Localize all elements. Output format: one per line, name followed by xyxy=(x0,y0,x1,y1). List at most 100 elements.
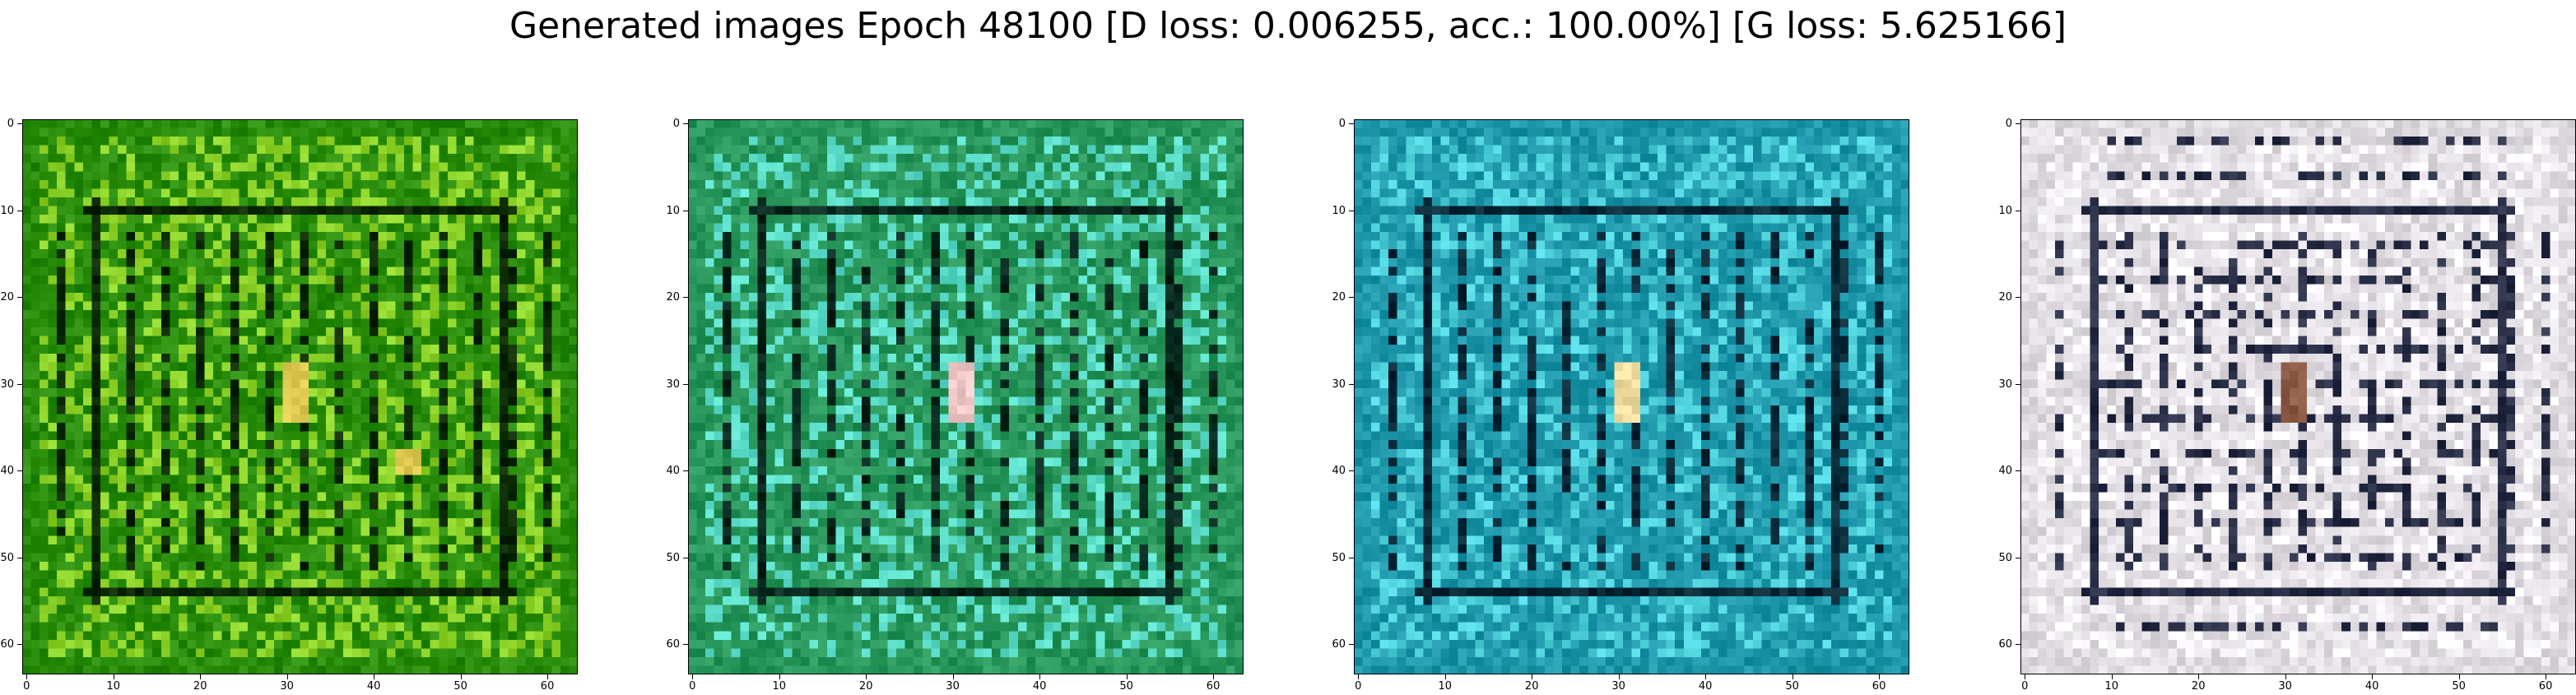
generated-image-pixels xyxy=(22,119,578,674)
y-tick-mark xyxy=(2016,383,2020,385)
y-tick-label: 60 xyxy=(0,638,14,651)
axes-frame xyxy=(1354,119,1909,674)
y-tick-mark xyxy=(683,297,688,299)
x-tick-mark xyxy=(1358,674,1360,679)
generated-image-pixels xyxy=(688,119,1244,674)
generated-image-2: 0 10 20 30 40 50 60 0 10 20 30 40 50 60 xyxy=(666,118,1244,692)
x-tick-mark xyxy=(26,674,28,679)
x-tick-label: 50 xyxy=(453,680,467,693)
y-tick-label: 10 xyxy=(666,204,680,217)
x-tick-mark xyxy=(2111,674,2113,679)
x-tick-mark xyxy=(692,674,694,679)
x-tick-mark xyxy=(866,674,867,679)
x-tick-label: 40 xyxy=(366,680,381,693)
x-tick-label: 0 xyxy=(23,680,30,693)
x-tick-mark xyxy=(2458,674,2460,679)
y-tick-label: 20 xyxy=(1998,291,2012,304)
x-tick-mark xyxy=(2372,674,2374,679)
y-tick-label: 10 xyxy=(1998,204,2012,217)
x-tick-label: 60 xyxy=(2538,680,2553,693)
y-tick-label: 30 xyxy=(1332,378,1346,391)
y-tick-mark xyxy=(683,470,688,472)
y-tick-label: 0 xyxy=(2005,118,2012,131)
generated-image-1: 0 10 20 30 40 50 60 0 10 20 30 40 50 60 xyxy=(0,118,578,692)
x-tick-mark xyxy=(200,674,202,679)
x-tick-label: 30 xyxy=(946,680,960,693)
figure-title: Generated images Epoch 48100 [D loss: 0.… xyxy=(509,5,2067,47)
y-tick-label: 40 xyxy=(666,465,680,478)
x-tick-mark xyxy=(1705,674,1707,679)
x-tick-mark xyxy=(460,674,462,679)
generated-image-3: 0 10 20 30 40 50 60 0 10 20 30 40 50 60 xyxy=(1332,118,1909,692)
x-tick-mark xyxy=(2198,674,2200,679)
x-tick-label: 40 xyxy=(2364,680,2379,693)
y-tick-mark xyxy=(1349,470,1354,472)
y-tick-label: 60 xyxy=(666,638,680,651)
y-tick-label: 60 xyxy=(1332,638,1346,651)
y-tick-mark xyxy=(2016,123,2020,125)
x-tick-mark xyxy=(952,674,954,679)
x-tick-label: 0 xyxy=(1355,680,1362,693)
y-tick-label: 40 xyxy=(1332,465,1346,478)
x-tick-label: 60 xyxy=(1206,680,1221,693)
y-tick-mark xyxy=(683,383,688,385)
x-tick-mark xyxy=(547,674,549,679)
x-tick-label: 20 xyxy=(193,680,207,693)
x-tick-label: 10 xyxy=(1438,680,1452,693)
y-tick-label: 50 xyxy=(666,551,680,564)
x-tick-label: 0 xyxy=(2021,680,2029,693)
y-tick-mark xyxy=(17,383,22,385)
x-tick-mark xyxy=(1213,674,1215,679)
y-tick-mark xyxy=(1349,383,1354,385)
x-tick-label: 60 xyxy=(540,680,555,693)
x-tick-label: 10 xyxy=(2104,680,2118,693)
y-tick-label: 40 xyxy=(1998,465,2012,478)
y-tick-mark xyxy=(1349,123,1354,125)
y-tick-label: 30 xyxy=(0,378,14,391)
y-tick-label: 10 xyxy=(1332,204,1346,217)
x-tick-label: 50 xyxy=(1119,680,1133,693)
y-tick-label: 60 xyxy=(1998,638,2012,651)
x-tick-mark xyxy=(2285,674,2286,679)
y-tick-label: 0 xyxy=(7,118,14,131)
y-tick-mark xyxy=(2016,470,2020,472)
y-tick-mark xyxy=(17,644,22,646)
x-tick-mark xyxy=(1879,674,1881,679)
x-tick-mark xyxy=(1039,674,1041,679)
y-tick-label: 0 xyxy=(1338,118,1346,131)
x-tick-label: 50 xyxy=(2452,680,2466,693)
x-tick-mark xyxy=(1618,674,1620,679)
y-tick-label: 30 xyxy=(1998,378,2012,391)
y-tick-label: 50 xyxy=(1332,551,1346,564)
generated-image-pixels xyxy=(1354,119,1909,674)
axes-frame xyxy=(688,119,1244,674)
x-tick-label: 30 xyxy=(2278,680,2292,693)
x-tick-label: 20 xyxy=(2191,680,2206,693)
y-tick-label: 20 xyxy=(666,291,680,304)
x-tick-label: 30 xyxy=(1611,680,1625,693)
axes-frame xyxy=(22,119,578,674)
x-tick-label: 10 xyxy=(106,680,120,693)
x-tick-label: 0 xyxy=(689,680,696,693)
y-tick-mark xyxy=(1349,644,1354,646)
x-tick-label: 20 xyxy=(1524,680,1539,693)
x-tick-label: 40 xyxy=(1032,680,1047,693)
x-tick-label: 20 xyxy=(858,680,873,693)
y-tick-mark xyxy=(1349,297,1354,299)
axes-frame xyxy=(2020,119,2576,674)
y-tick-mark xyxy=(683,123,688,125)
y-tick-label: 40 xyxy=(0,465,14,478)
x-tick-label: 50 xyxy=(1785,680,1799,693)
generated-image-pixels xyxy=(2020,119,2576,674)
y-tick-mark xyxy=(17,470,22,472)
x-tick-mark xyxy=(286,674,288,679)
y-tick-mark xyxy=(2016,297,2020,299)
y-tick-label: 0 xyxy=(672,118,680,131)
x-tick-label: 40 xyxy=(1698,680,1713,693)
y-tick-label: 20 xyxy=(1332,291,1346,304)
y-tick-label: 30 xyxy=(666,378,680,391)
x-tick-mark xyxy=(1126,674,1128,679)
y-tick-label: 50 xyxy=(0,551,14,564)
y-tick-mark xyxy=(17,123,22,125)
y-tick-mark xyxy=(2016,644,2020,646)
